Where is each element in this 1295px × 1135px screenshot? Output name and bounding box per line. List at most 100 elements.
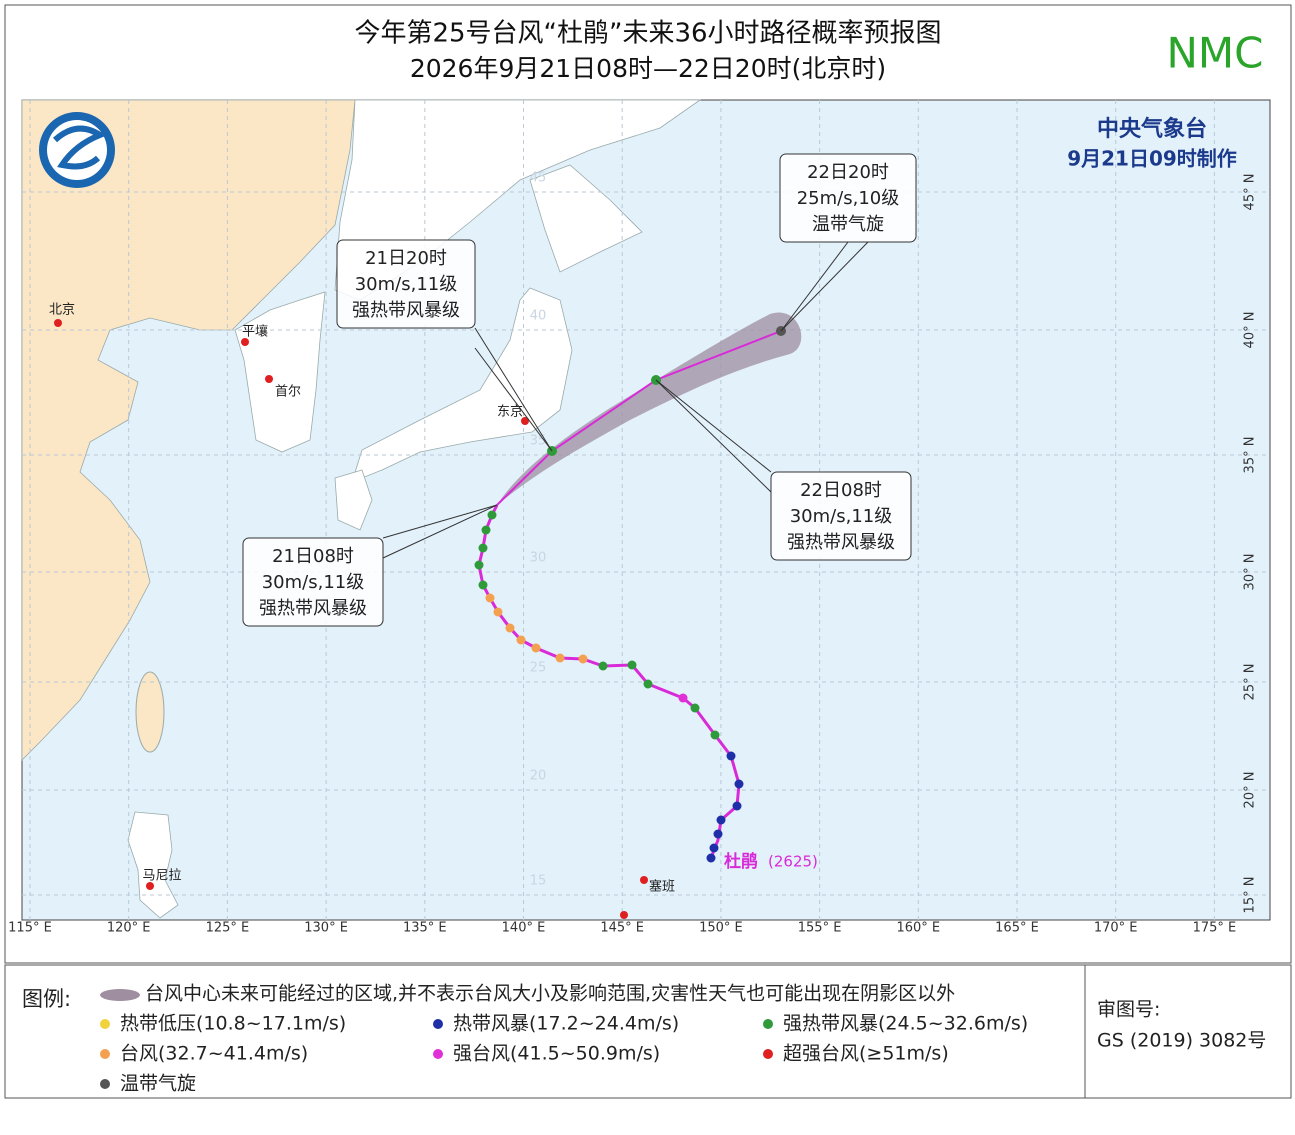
inner-lat-label: 30 bbox=[530, 551, 547, 566]
track-point bbox=[710, 730, 720, 740]
forecast-track bbox=[496, 330, 782, 506]
subtitle: 2026年9月21日08时—22日20时(北京时) bbox=[410, 54, 886, 83]
callout-line bbox=[655, 379, 772, 473]
forecast-box bbox=[242, 537, 384, 627]
korea-land bbox=[234, 291, 326, 453]
lat-label: 25° N bbox=[1243, 664, 1258, 701]
city-dot bbox=[640, 876, 648, 884]
track-point bbox=[678, 693, 688, 703]
legend-label: 热带低压(10.8~17.1m/s) bbox=[120, 1013, 346, 1035]
lat-label: 45° N bbox=[1243, 174, 1258, 211]
legend-swatch bbox=[433, 1019, 443, 1029]
track-point bbox=[505, 623, 515, 633]
forecast-level: 温带气旋 bbox=[812, 214, 884, 235]
legend-swatch bbox=[433, 1049, 443, 1059]
city-label: 东京 bbox=[497, 405, 523, 420]
forecast-time: 21日20时 bbox=[365, 248, 447, 269]
city-label: 平壤 bbox=[242, 324, 268, 340]
typhoon-name: 杜鹃 bbox=[724, 851, 758, 872]
china-land bbox=[21, 99, 356, 761]
inner-lat-label: 40 bbox=[530, 309, 547, 324]
taiwan-land bbox=[135, 671, 165, 753]
track-point bbox=[732, 801, 742, 811]
kyushu-land bbox=[334, 469, 373, 531]
callout-line bbox=[780, 241, 849, 332]
lon-label: 115° E bbox=[8, 921, 52, 936]
lat-label: 40° N bbox=[1243, 312, 1258, 349]
city-label: 首尔 bbox=[275, 385, 301, 400]
forecast-box bbox=[336, 239, 476, 329]
legend-swatch bbox=[763, 1019, 773, 1029]
legend-swatch bbox=[100, 1049, 110, 1059]
inner-lat-label: 45 bbox=[530, 171, 547, 186]
legend-label: 超强台风(≥51m/s) bbox=[783, 1043, 949, 1065]
track-point bbox=[643, 679, 653, 689]
lon-label: 170° E bbox=[1094, 921, 1138, 936]
lat-label: 20° N bbox=[1243, 772, 1258, 809]
track-point bbox=[485, 593, 495, 603]
forecast-wind: 30m/s,11级 bbox=[355, 274, 458, 295]
cma-logo-mark bbox=[52, 125, 107, 170]
lat-label: 30° N bbox=[1243, 554, 1258, 591]
honshu-land bbox=[351, 287, 573, 483]
lon-label: 155° E bbox=[798, 921, 842, 936]
lon-label: 150° E bbox=[699, 921, 743, 936]
city-dot bbox=[620, 911, 628, 919]
nmc-logo: NMC bbox=[1167, 29, 1264, 78]
forecast-box bbox=[779, 153, 917, 243]
inner-lat-label: 15 bbox=[530, 874, 547, 889]
forecast-level: 强热带风暴级 bbox=[787, 532, 895, 553]
callout-line bbox=[382, 504, 498, 539]
track-point bbox=[713, 829, 723, 839]
track-point bbox=[578, 654, 588, 664]
legend-frame bbox=[4, 964, 1292, 1099]
track-point bbox=[487, 510, 497, 520]
track-point bbox=[478, 543, 488, 553]
legend-label: 强台风(41.5~50.9m/s) bbox=[453, 1043, 660, 1065]
forecast-box bbox=[770, 471, 912, 561]
city-dot bbox=[521, 417, 529, 425]
legend-cone-swatch bbox=[100, 989, 140, 1001]
forecast-wind: 30m/s,11级 bbox=[262, 572, 365, 593]
inner-lat-label: 35 bbox=[530, 434, 547, 449]
lon-label: 175° E bbox=[1193, 921, 1237, 936]
probability-cone bbox=[497, 312, 802, 505]
track-point bbox=[481, 525, 491, 535]
forecast-wind: 25m/s,10级 bbox=[797, 188, 900, 209]
lon-label: 120° E bbox=[107, 921, 151, 936]
issue-time: 9月21日09时制作 bbox=[1067, 147, 1237, 171]
track-point bbox=[690, 703, 700, 713]
review-label: 审图号: bbox=[1097, 999, 1160, 1021]
agency: 中央气象台 bbox=[1097, 116, 1207, 142]
callout-line bbox=[780, 241, 869, 332]
legend-title: 图例: bbox=[22, 987, 71, 1011]
lon-label: 135° E bbox=[403, 921, 447, 936]
city-dot bbox=[146, 882, 154, 890]
forecast-time: 22日08时 bbox=[800, 480, 882, 501]
track-point bbox=[716, 815, 726, 825]
city-dot bbox=[54, 319, 62, 327]
track-point bbox=[627, 660, 637, 670]
callout-line bbox=[474, 347, 553, 452]
city-dot bbox=[265, 375, 273, 383]
lon-label: 125° E bbox=[206, 921, 250, 936]
lon-label: 165° E bbox=[995, 921, 1039, 936]
track-point bbox=[706, 853, 716, 863]
track-point bbox=[493, 607, 503, 617]
review-number: GS (2019) 3082号 bbox=[1097, 1030, 1266, 1052]
callout-line bbox=[655, 379, 772, 493]
typhoon-id: (2625) bbox=[768, 853, 818, 871]
legend-swatch bbox=[763, 1049, 773, 1059]
map: 115° E 120° E 125° E 130° E 135° E 140° E 145°… bbox=[8, 99, 1271, 936]
city-label: 北京 bbox=[49, 303, 75, 318]
title: 今年第25号台风“杜鹃”未来36小时路径概率预报图 bbox=[354, 19, 941, 49]
track-point bbox=[478, 580, 488, 590]
callout-line bbox=[474, 327, 553, 452]
legend-label: 台风(32.7~41.4m/s) bbox=[120, 1043, 308, 1065]
legend-swatch bbox=[100, 1079, 110, 1089]
inner-lat-label: 25 bbox=[530, 661, 547, 676]
forecast-level: 强热带风暴级 bbox=[352, 300, 460, 321]
lon-label: 140° E bbox=[502, 921, 546, 936]
